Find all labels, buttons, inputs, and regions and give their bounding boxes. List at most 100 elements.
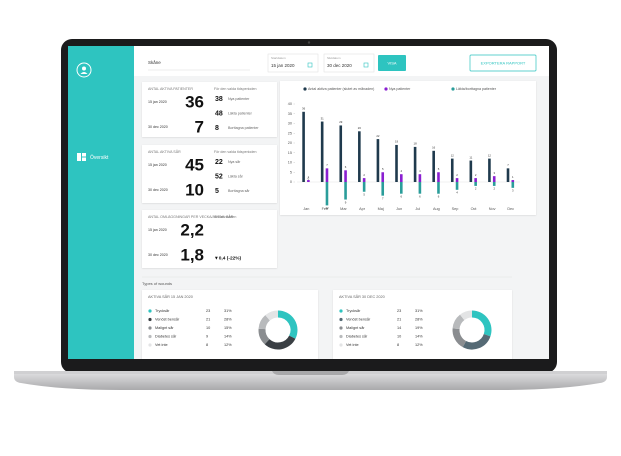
x-tick-label: Mar	[340, 207, 347, 211]
kpi-item-value: 52	[215, 173, 223, 180]
donut-segment	[264, 335, 296, 350]
bar	[362, 178, 366, 182]
kpi-item-value: 38	[215, 96, 223, 103]
wound-percent: 15%	[224, 326, 232, 330]
data-label: 3	[512, 189, 514, 193]
bar	[418, 182, 422, 194]
wound-card-title: AKTIVA SÅR 15 JAN 2020	[148, 294, 193, 299]
bar	[344, 182, 347, 200]
kpi-date: 30 dec 2020	[148, 253, 168, 257]
donut-segment	[265, 310, 279, 321]
wound-count: 8	[206, 343, 208, 347]
bar	[320, 121, 324, 182]
wound-name: Trycksår	[346, 309, 361, 313]
bar	[492, 182, 496, 186]
donut-segment	[258, 315, 271, 330]
data-label: 16	[432, 146, 436, 150]
wound-count: 9	[206, 335, 208, 339]
x-tick-label: Dec	[507, 207, 514, 211]
user-icon-head	[82, 66, 86, 71]
user-icon[interactable]	[76, 62, 92, 78]
overview-icon	[77, 153, 86, 161]
bar	[358, 131, 361, 182]
bar	[413, 146, 417, 182]
kpi-card	[142, 210, 277, 268]
kpi-item-value: 8	[215, 125, 219, 132]
y-tick-label: 40	[288, 102, 292, 106]
bar	[455, 182, 459, 190]
bar	[488, 158, 491, 182]
bar	[400, 174, 403, 182]
kpi-card	[142, 82, 277, 137]
data-label: 36	[302, 107, 306, 111]
data-label: 5	[363, 192, 365, 196]
end-date-field[interactable]	[323, 53, 375, 73]
legend-dot	[148, 334, 152, 339]
kpi-item-label: Borttagna patienter	[228, 126, 259, 130]
wound-name: Venöst bensår	[346, 318, 371, 322]
kpi-value: 36	[185, 92, 204, 111]
kpi-side-title: För den valda tidsperioden	[214, 87, 257, 91]
wound-count: 21	[397, 318, 401, 322]
wound-percent: 31%	[415, 309, 423, 313]
legend-dot	[384, 87, 388, 91]
kpi-item-value: 48	[215, 110, 223, 117]
kpi-date: 30 dec 2020	[148, 188, 168, 192]
kpi-item-value: 22	[215, 159, 223, 166]
legend-label: Antal aktiva patienter (slutet av månade…	[308, 87, 374, 91]
bar	[432, 150, 435, 182]
kpi-side-title: Sedan starten	[214, 215, 236, 219]
bar	[455, 178, 459, 182]
data-label: 7	[326, 163, 328, 167]
legend-dot	[339, 343, 343, 347]
show-button[interactable]	[378, 55, 406, 71]
section-title: Types of wounds	[142, 281, 172, 286]
export-button[interactable]	[469, 54, 537, 72]
bar	[400, 182, 403, 194]
show-button-label: VISA	[387, 61, 396, 66]
data-label: 4	[419, 169, 421, 173]
wound-name: Malignt sår	[155, 326, 174, 330]
data-label: 7	[382, 196, 384, 200]
data-label: 2	[475, 187, 477, 191]
kpi-item-label: Borttagna sår	[228, 189, 250, 193]
menu-item[interactable]: Översikt	[90, 154, 109, 161]
kpi-title: ANTAL OMLÄGGNINGAR PER VECKA/AKTIVA SÅR	[148, 214, 234, 219]
region-select[interactable]: Skåne	[148, 59, 161, 65]
donut-segment	[277, 310, 298, 339]
bar	[381, 172, 385, 182]
kpi-side-title: För den valda tidsperioden	[214, 150, 257, 154]
wound-name: Diabetes sår	[346, 335, 368, 339]
kpi-value: 1,8	[180, 245, 204, 264]
start-date-field[interactable]	[267, 53, 319, 73]
kpi-item-label: Nya sår	[228, 160, 241, 164]
wound-percent: 28%	[415, 318, 423, 322]
data-label: 2	[363, 173, 365, 177]
bar	[395, 144, 398, 182]
y-tick-label: 35	[288, 112, 292, 116]
data-label: 4	[456, 191, 458, 195]
data-label: 5	[382, 167, 384, 171]
kpi-card	[142, 145, 277, 203]
wound-count: 14	[397, 326, 401, 330]
wound-count: 23	[206, 309, 210, 313]
bar	[302, 111, 305, 182]
data-label: 19	[395, 140, 399, 144]
bar	[437, 172, 440, 182]
wound-percent: 14%	[415, 335, 423, 339]
data-label: 0	[308, 177, 310, 181]
data-label: 2	[456, 173, 458, 177]
wound-card	[142, 290, 318, 359]
y-tick-label: 20	[288, 141, 292, 145]
end-label: Slutdatum	[327, 56, 341, 60]
data-label: 6	[345, 165, 347, 169]
wound-percent: 14%	[224, 335, 232, 339]
data-label: 1	[512, 175, 514, 179]
y-tick-label: 30	[288, 122, 292, 126]
bar	[450, 158, 454, 182]
kpi-date: 15 jan 2020	[148, 228, 167, 232]
wound-name: Venöst bensår	[155, 318, 180, 322]
screen: Översikt Skåne Startdatum 15 jan 2020 Sl…	[68, 46, 549, 359]
